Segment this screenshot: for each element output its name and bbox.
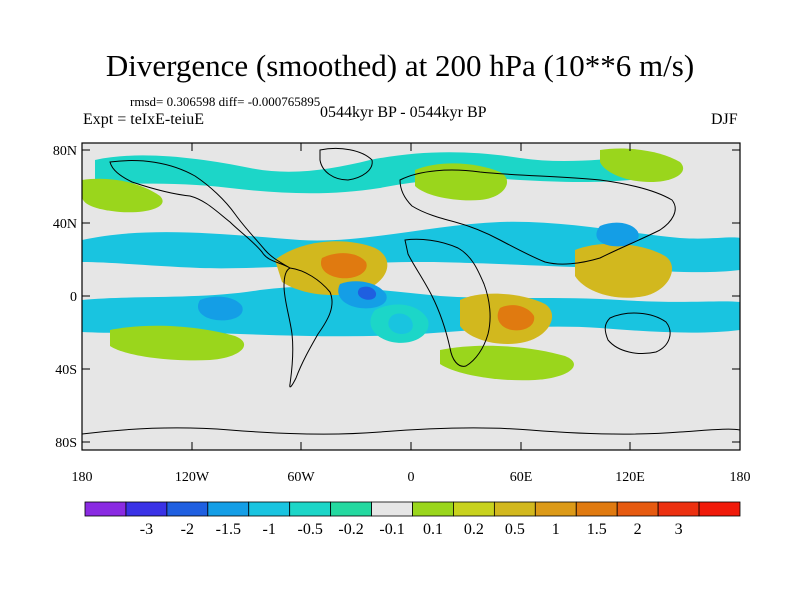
contour-positive-yellow-indopacific — [575, 243, 673, 298]
colorbar-label: -2 — [181, 521, 194, 538]
colorbar-swatch — [289, 501, 332, 517]
coast-greenland — [319, 147, 373, 181]
figure-title: Divergence (smoothed) at 200 hPa (10**6 … — [105, 48, 695, 83]
colorbar: -3 -2 -1.5 -1 -0.5 -0.2 -0.1 0.1 0.2 0.5 1 1.5 2 3 — [84, 501, 741, 538]
contour-positive-green-1 — [82, 178, 163, 213]
contour-negative-core-2 — [357, 286, 377, 300]
coast-africa — [404, 238, 491, 367]
colorbar-swatch — [412, 501, 454, 517]
stats-text: rmsd= 0.306598 diff= -0.000765895 — [130, 94, 321, 109]
colorbar-swatch — [698, 501, 741, 517]
colorbar-swatch — [330, 501, 372, 517]
colorbar-label: 0.2 — [464, 521, 484, 538]
colorbar-swatch — [453, 501, 495, 517]
colorbar-swatch — [84, 501, 127, 517]
lon-label: 60E — [510, 470, 533, 485]
coast-australia — [604, 312, 671, 354]
colorbar-swatch — [493, 501, 536, 517]
colorbar-label: 0.5 — [505, 521, 525, 538]
contour-negative-core-4 — [596, 222, 639, 247]
contour-positive-green-southocean — [440, 345, 574, 381]
colorbar-swatch — [166, 501, 209, 517]
colorbar-label: -3 — [140, 521, 153, 538]
colorbar-swatch — [534, 501, 577, 517]
contour-positive-orange-atlantic — [320, 253, 367, 279]
lat-label: 40N — [53, 217, 77, 232]
colorbar-swatch — [207, 501, 250, 517]
colorbar-label: -0.2 — [338, 521, 363, 538]
coast-north-america — [109, 160, 291, 269]
colorbar-label: -1.5 — [216, 521, 241, 538]
coastlines — [82, 147, 740, 435]
colorbar-swatch — [371, 501, 413, 517]
contour-positive-orange-africa — [497, 305, 535, 331]
colorbar-swatch — [657, 501, 700, 517]
contour-negative-ring — [370, 304, 429, 343]
experiment-label: Expt = teIxE-teiuE — [83, 111, 204, 128]
contour-positive-green-3 — [600, 148, 684, 182]
lat-label: 40S — [55, 363, 77, 378]
lon-label: 180 — [72, 470, 93, 485]
colorbar-swatch — [248, 501, 291, 517]
contour-field — [82, 148, 740, 381]
axis-ticks — [81, 143, 741, 450]
lon-label: 0 — [408, 470, 415, 485]
lat-label: 80N — [53, 144, 77, 159]
season-label: DJF — [711, 111, 738, 128]
colorbar-label: 0.1 — [423, 521, 443, 538]
contour-negative-core-3 — [197, 296, 243, 321]
contour-high-lat-band — [95, 152, 650, 194]
coast-south-america — [283, 267, 333, 388]
colorbar-swatch — [125, 501, 168, 517]
colorbar-label: -1 — [263, 521, 276, 538]
colorbar-swatch — [616, 501, 659, 517]
coast-europe-asia — [399, 169, 676, 265]
contour-positive-green-pacific — [110, 325, 245, 361]
colorbar-label: 3 — [675, 521, 683, 538]
lat-label: 0 — [70, 290, 77, 305]
period-label: 0544kyr BP - 0544kyr BP — [320, 104, 487, 121]
coast-antarctica — [82, 427, 740, 435]
lon-label: 120E — [615, 470, 645, 485]
colorbar-label: -0.1 — [379, 521, 404, 538]
colorbar-label: -0.5 — [297, 521, 322, 538]
lon-label: 60W — [287, 470, 315, 485]
lat-labels: 80N 40N 0 40S 80S — [53, 144, 77, 451]
lon-label: 120W — [175, 470, 210, 485]
colorbar-label: 2 — [634, 521, 642, 538]
colorbar-label: 1.5 — [587, 521, 607, 538]
colorbar-swatch — [575, 501, 618, 517]
lon-label: 180 — [730, 470, 751, 485]
colorbar-label: 1 — [552, 521, 560, 538]
lon-labels: 180 120W 60W 0 60E 120E 180 — [72, 470, 751, 485]
lat-label: 80S — [55, 436, 77, 451]
